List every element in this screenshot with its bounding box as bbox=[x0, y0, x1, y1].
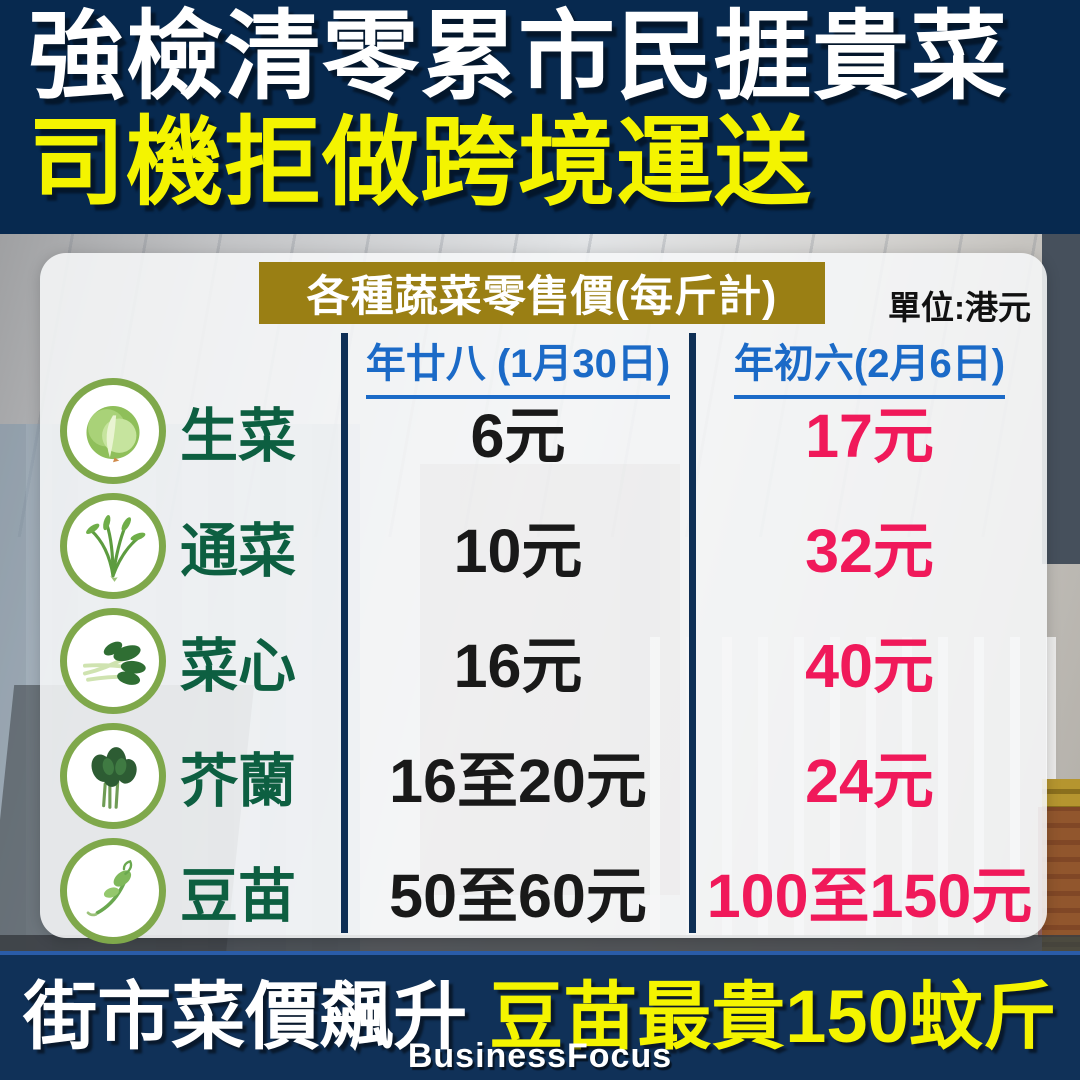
price-before: 16元 bbox=[453, 632, 583, 700]
price-after: 100至150元 bbox=[706, 862, 1033, 930]
table-title: 各種蔬菜零售價(每斤計) bbox=[306, 273, 778, 321]
table-row: 芥蘭 16至20元 24元 bbox=[40, 718, 1047, 833]
price-after: 32元 bbox=[805, 517, 934, 585]
headline-line2: 司機拒做跨境運送 bbox=[28, 108, 812, 217]
vegetable-name: 通菜 bbox=[180, 518, 297, 584]
vegetable-cell: 豆苗 bbox=[40, 837, 344, 944]
table-row: 通菜 10元 32元 bbox=[40, 488, 1047, 603]
photo-ceiling-dark bbox=[1042, 234, 1080, 564]
column-header-after: 年初六(2月6日) bbox=[692, 331, 1047, 399]
bottom-headline-yellow: 豆苗最貴150蚊斤 bbox=[489, 975, 1057, 1058]
lettuce-icon bbox=[60, 377, 166, 484]
price-after: 17元 bbox=[805, 402, 934, 470]
vegetable-cell: 菜心 bbox=[40, 607, 344, 714]
price-before: 50至60元 bbox=[389, 862, 647, 930]
price-before: 10元 bbox=[453, 517, 583, 585]
bottom-headline-white: 街市菜價飆升 bbox=[23, 975, 468, 1058]
kai-lan-icon bbox=[60, 722, 166, 829]
vegetable-cell: 生菜 bbox=[40, 377, 344, 484]
table-row: 豆苗 50至60元 100至150元 bbox=[40, 833, 1047, 948]
price-after: 24元 bbox=[805, 747, 934, 815]
vegetable-name: 豆苗 bbox=[180, 863, 297, 929]
photo-floor bbox=[0, 935, 1080, 955]
vegetable-cell: 通菜 bbox=[40, 492, 344, 599]
top-headline-banner: 強檢清零累市民捱貴菜 司機拒做跨境運送 bbox=[0, 0, 1080, 234]
column-divider-2 bbox=[689, 333, 696, 933]
choy-sum-icon bbox=[60, 607, 166, 714]
unit-label: 單位:港元 bbox=[888, 289, 1031, 326]
column-header-before: 年廿八 (1月30日) bbox=[344, 331, 692, 399]
table-title-badge: 各種蔬菜零售價(每斤計) bbox=[259, 262, 825, 324]
vegetable-name: 菜心 bbox=[180, 633, 297, 699]
pea-shoots-icon bbox=[60, 837, 166, 944]
bottom-headline-banner: 街市菜價飆升 豆苗最貴150蚊斤 BusinessFocus bbox=[0, 951, 1080, 1080]
vegetable-cell: 芥蘭 bbox=[40, 722, 344, 829]
table-row: 菜心 16元 40元 bbox=[40, 603, 1047, 718]
headline-line1: 強檢清零累市民捱貴菜 bbox=[28, 2, 1008, 111]
table-rows: 生菜 6元 17元 通菜 10元 32元 菜心 16元 40元 芥蘭 16至20… bbox=[40, 373, 1047, 948]
table-row: 生菜 6元 17元 bbox=[40, 373, 1047, 488]
price-before: 6元 bbox=[470, 402, 566, 470]
price-table-panel: 各種蔬菜零售價(每斤計) 單位:港元 年廿八 (1月30日) 年初六(2月6日)… bbox=[40, 253, 1047, 944]
vegetable-name: 生菜 bbox=[180, 403, 297, 469]
brand-logo: BusinessFocus bbox=[407, 1037, 673, 1075]
bottom-headline: 街市菜價飆升 豆苗最貴150蚊斤 bbox=[0, 957, 1080, 1064]
vegetable-name: 芥蘭 bbox=[180, 748, 297, 814]
water-spinach-icon bbox=[60, 492, 166, 599]
price-after: 40元 bbox=[805, 632, 934, 700]
column-divider-1 bbox=[341, 333, 348, 933]
price-before: 16至20元 bbox=[389, 747, 647, 815]
